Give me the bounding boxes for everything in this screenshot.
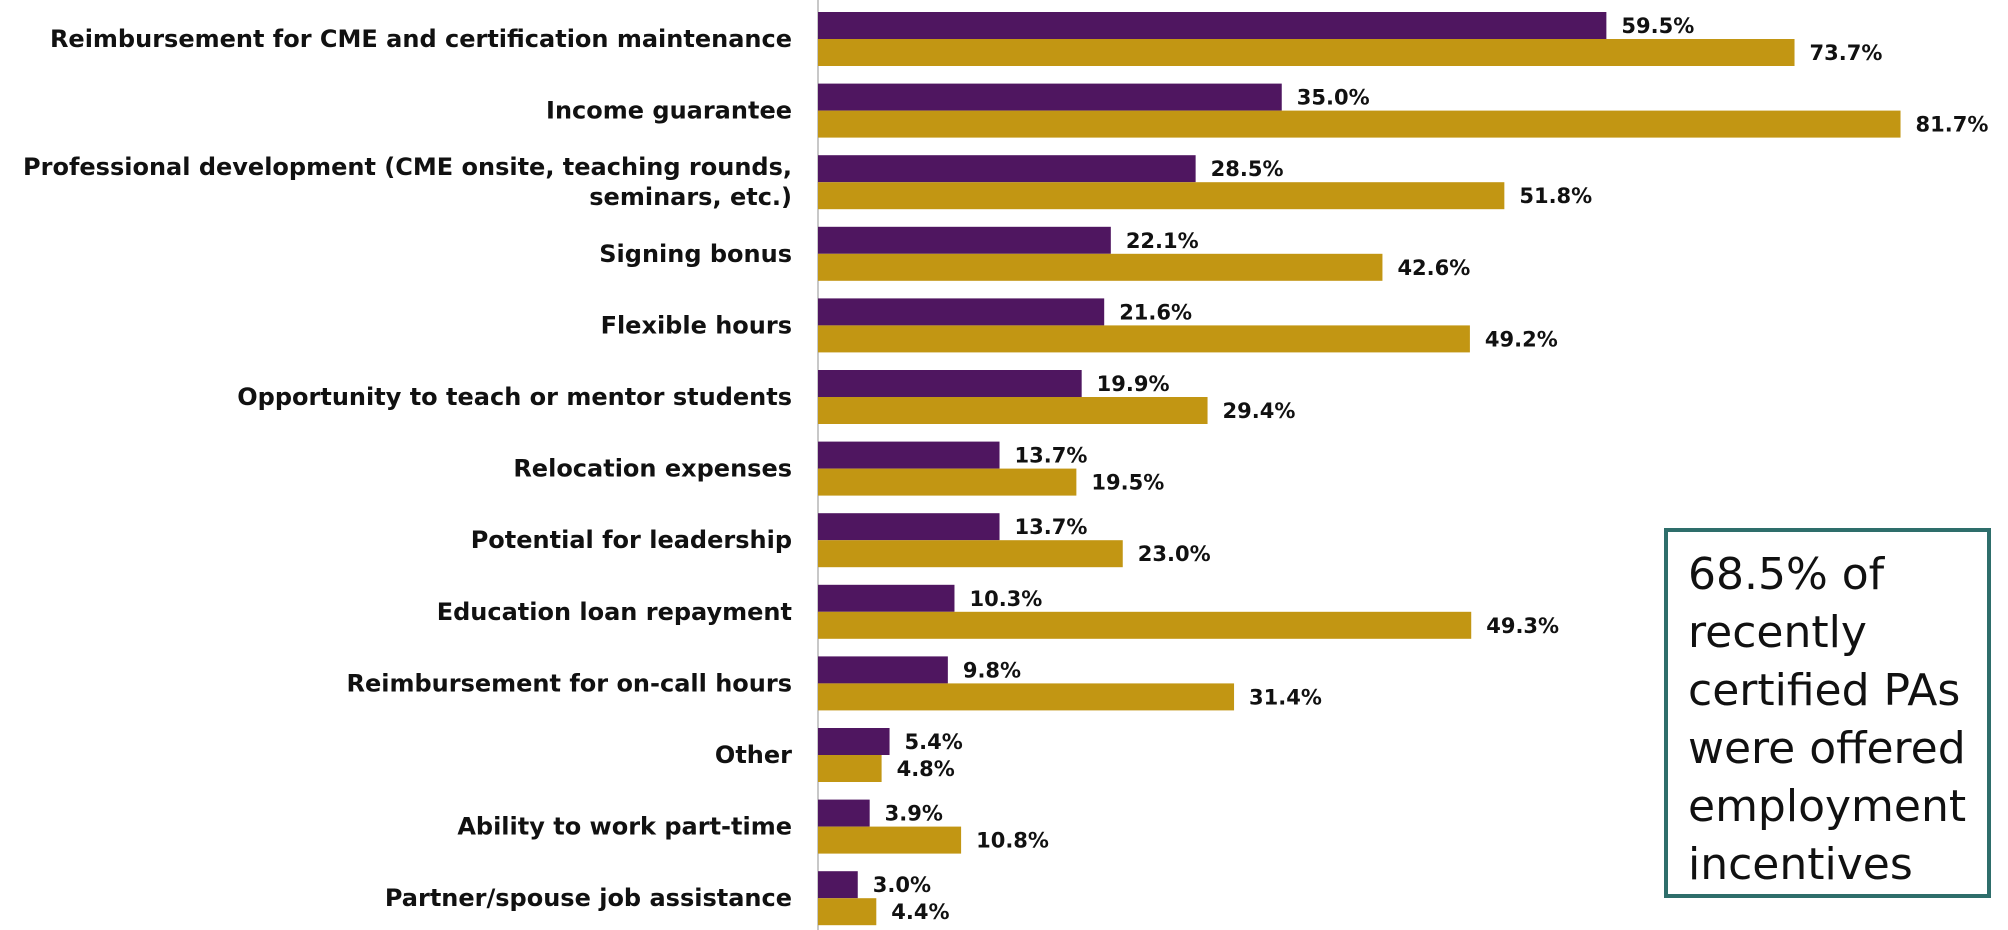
value-label: 49.3% <box>1486 614 1559 638</box>
bar-series-2 <box>818 253 1383 281</box>
bar-series-2 <box>818 540 1123 568</box>
category-label: Flexible hours <box>601 311 792 339</box>
category-label: Reimbursement for on-call hours <box>346 669 792 697</box>
value-label: 19.5% <box>1091 471 1164 495</box>
category-label: Reimbursement for CME and certification … <box>50 25 792 53</box>
category-label: Signing bonus <box>599 240 792 268</box>
value-label: 13.7% <box>1015 444 1088 468</box>
category-label: Ability to work part-time <box>457 813 792 841</box>
category-label: Professional development (CME onsite, te… <box>23 153 792 181</box>
bar-series-1 <box>818 298 1105 326</box>
value-label: 23.0% <box>1138 542 1211 566</box>
value-label: 5.4% <box>905 730 963 754</box>
bar-series-1 <box>818 799 870 827</box>
value-label: 73.7% <box>1810 41 1883 65</box>
value-label: 22.1% <box>1126 229 1199 253</box>
value-label: 10.8% <box>976 829 1049 853</box>
value-label: 9.8% <box>963 658 1021 682</box>
value-label: 31.4% <box>1249 685 1322 709</box>
bar-series-1 <box>818 441 1000 469</box>
bar-series-1 <box>818 155 1196 183</box>
category-label: Income guarantee <box>546 97 792 125</box>
value-label: 13.7% <box>1015 515 1088 539</box>
bar-series-1 <box>818 12 1607 39</box>
bar-series-1 <box>818 871 858 899</box>
callout-text: 68.5% of recently certified PAs were off… <box>1688 549 1967 890</box>
category-label: Relocation expenses <box>513 455 792 483</box>
bar-series-2 <box>818 468 1077 496</box>
value-label: 4.8% <box>897 757 955 781</box>
category-label: Opportunity to teach or mentor students <box>237 383 792 411</box>
category-label: Education loan repayment <box>437 598 792 626</box>
bar-series-2 <box>818 826 962 854</box>
bar-series-1 <box>818 83 1282 111</box>
bar-series-1 <box>818 656 948 684</box>
value-label: 59.5% <box>1621 14 1694 38</box>
bar-series-2 <box>818 755 882 782</box>
value-label: 29.4% <box>1223 399 1296 423</box>
value-label: 3.9% <box>885 802 943 826</box>
category-label: Other <box>715 741 792 769</box>
bar-series-1 <box>818 728 890 755</box>
value-label: 81.7% <box>1916 113 1989 137</box>
bar-series-1 <box>818 226 1111 254</box>
bar-series-1 <box>818 584 955 612</box>
value-label: 21.6% <box>1119 300 1192 324</box>
value-label: 10.3% <box>969 587 1042 611</box>
category-label: Potential for leadership <box>471 526 792 554</box>
callout-box: 68.5% of recently certified PAs were off… <box>1664 528 1991 898</box>
value-label: 19.9% <box>1097 372 1170 396</box>
value-label: 42.6% <box>1397 256 1470 280</box>
bar-series-2 <box>818 611 1472 639</box>
category-label: seminars, etc.) <box>589 183 792 211</box>
bar-series-2 <box>818 325 1470 353</box>
value-label: 28.5% <box>1211 157 1284 181</box>
value-label: 3.0% <box>873 873 931 897</box>
bar-series-2 <box>818 39 1795 66</box>
bar-series-2 <box>818 182 1505 210</box>
bar-series-1 <box>818 513 1000 541</box>
bar-series-1 <box>818 370 1082 397</box>
category-label: Partner/spouse job assistance <box>385 884 792 912</box>
value-label: 49.2% <box>1485 327 1558 351</box>
bar-series-2 <box>818 898 877 926</box>
value-label: 51.8% <box>1519 184 1592 208</box>
value-label: 35.0% <box>1297 86 1370 110</box>
bar-series-2 <box>818 397 1208 424</box>
bar-series-2 <box>818 110 1901 138</box>
value-label: 4.4% <box>891 900 949 924</box>
bar-series-2 <box>818 683 1235 711</box>
